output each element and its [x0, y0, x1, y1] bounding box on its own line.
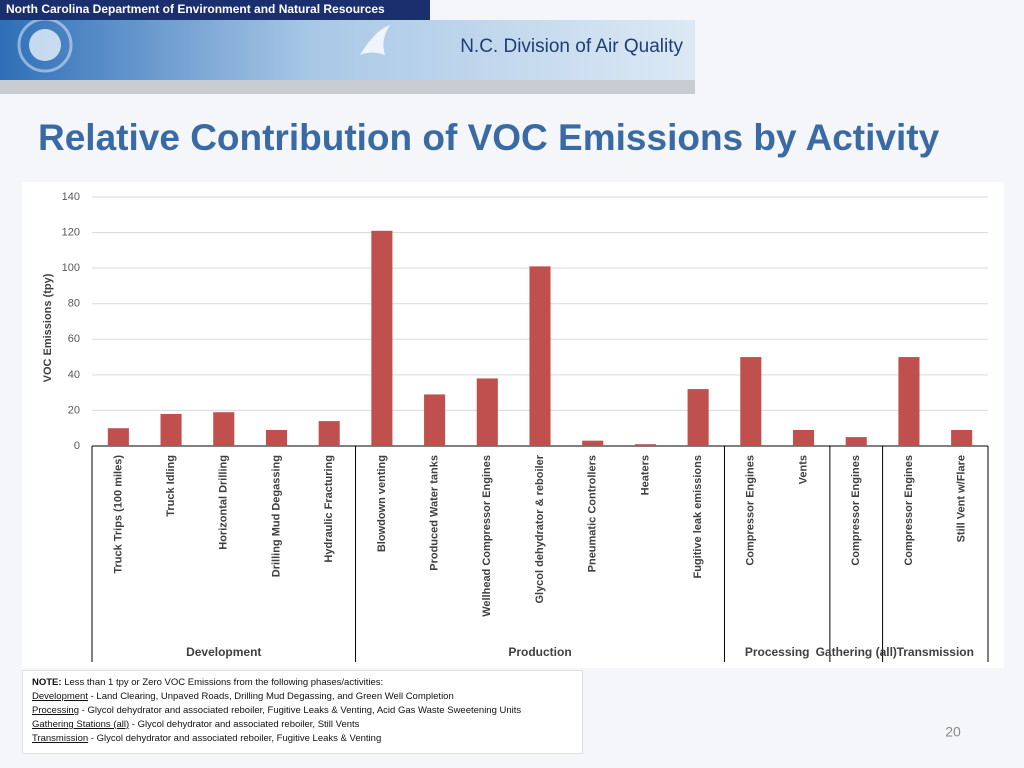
slide-title: Relative Contribution of VOC Emissions b… [38, 117, 940, 158]
x-tick-label: Vents [797, 455, 809, 484]
x-tick-label: Truck Idling [165, 455, 177, 517]
bar [107, 428, 129, 446]
note-item: Development - Land Clearing, Unpaved Roa… [32, 690, 577, 704]
bird-icon [360, 25, 390, 55]
x-tick-label: Blowdown venting [376, 455, 388, 552]
banner [0, 20, 695, 80]
department: North Carolina Department of Environment… [6, 2, 385, 16]
y-tick-label: 0 [74, 440, 80, 452]
header-bar [0, 0, 430, 20]
y-axis-label: VOC Emissions (tpy) [42, 273, 54, 382]
note-item-text: - Glycol dehydrator and associated reboi… [88, 733, 382, 744]
bar [213, 412, 235, 446]
bar [265, 429, 288, 446]
group-label: Development [186, 645, 261, 659]
y-tick-label: 100 [62, 262, 80, 274]
x-tick-label: Still Vent w/Flare [956, 455, 968, 542]
note: NOTE: Less than 1 tpy or Zero VOC Emissi… [22, 670, 583, 754]
bar [951, 429, 973, 446]
x-tick-label: Truck Trips (100 miles) [112, 455, 124, 574]
group-label: Production [508, 645, 571, 659]
note-item: Transmission - Glycol dehydrator and ass… [32, 732, 577, 746]
bar [318, 421, 340, 446]
note-item-text: - Land Clearing, Unpaved Roads, Drilling… [87, 691, 454, 702]
division: N.C. Division of Air Quality [460, 36, 683, 57]
group-label: Transmission [897, 645, 974, 659]
bar [582, 440, 604, 446]
note-item: Gathering Stations (all) - Glycol dehydr… [32, 718, 577, 732]
group-label: Processing [745, 645, 810, 659]
x-tick-label: Produced Water tanks [428, 455, 440, 571]
bar [634, 444, 656, 446]
sun-icon [29, 29, 61, 61]
y-tick-label: 20 [68, 404, 80, 416]
bar [529, 266, 551, 446]
x-tick-label: Heaters [639, 455, 651, 495]
banner-shadow [0, 80, 695, 94]
bar [476, 378, 498, 446]
note-phase: Transmission [32, 733, 89, 744]
y-tick-label: 40 [68, 369, 80, 381]
note-label: NOTE: [32, 677, 62, 688]
x-tick-label: Hydraulic Fracturing [323, 455, 335, 563]
bar [740, 357, 762, 446]
note-items: Development - Land Clearing, Unpaved Roa… [32, 690, 577, 746]
x-tick-label: Glycol dehydrator & reboiler [534, 454, 546, 603]
x-tick-label: Wellhead Compressor Engines [481, 455, 493, 617]
y-tick-label: 140 [62, 191, 80, 203]
bar [845, 437, 867, 446]
note-phase: Gathering Stations (all) [32, 719, 130, 730]
chart: 0 20 40 60 80 100 120 140 VOC Emissions (tpy) Tru… [42, 191, 989, 662]
note-intro: NOTE: Less than 1 tpy or Zero VOC Emissi… [32, 676, 577, 690]
bar [424, 394, 446, 446]
bar [371, 230, 393, 446]
page-number: 20 [945, 724, 961, 740]
x-tick-label: Compressor Engines [903, 455, 915, 566]
note-item-text: - Glycol dehydrator and associated reboi… [79, 705, 522, 716]
bar [792, 429, 815, 446]
x-tick-label: Fugitive leak emissions [692, 455, 704, 579]
note-item-text: - Glycol dehydrator and associated reboi… [129, 719, 360, 730]
bar [687, 389, 709, 446]
note-item: Processing - Glycol dehydrator and assoc… [32, 704, 577, 718]
y-tick-label: 80 [68, 298, 80, 310]
chart-area [22, 182, 1004, 668]
note-phase: Processing [32, 705, 79, 716]
note-text: Less than 1 tpy or Zero VOC Emissions fr… [61, 677, 384, 688]
bar [160, 413, 182, 446]
x-tick-label: Compressor Engines [745, 455, 757, 566]
y-tick-label: 60 [68, 333, 80, 345]
group-label: Gathering (all) [816, 645, 897, 659]
note-phase: Development [32, 691, 88, 702]
x-tick-label: Pneumatic Controllers [587, 455, 599, 572]
y-tick-label: 120 [62, 226, 80, 238]
x-tick-label: Compressor Engines [850, 455, 862, 566]
bar [898, 357, 920, 446]
x-tick-label: Horizontal Drilling [218, 455, 230, 550]
x-tick-label: Drilling Mud Degassing [270, 455, 282, 577]
